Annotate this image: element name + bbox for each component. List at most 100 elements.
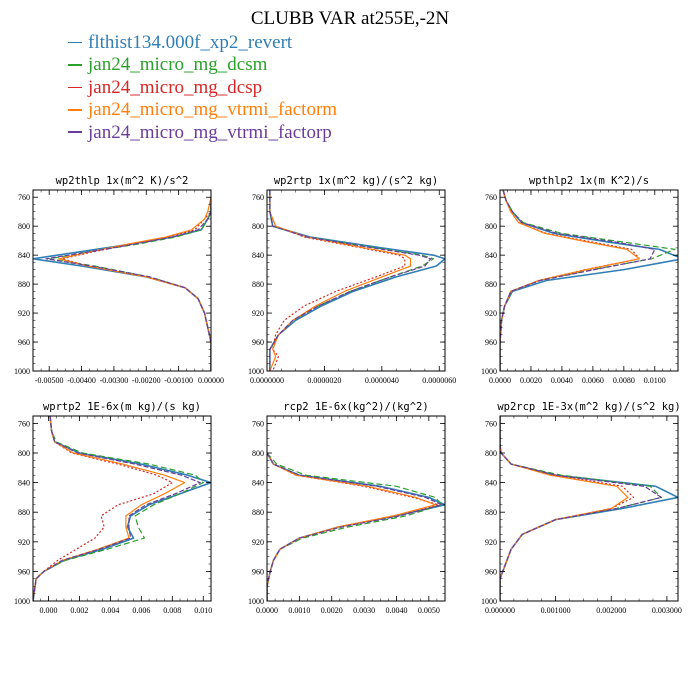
series-line bbox=[269, 190, 435, 371]
series-line bbox=[500, 190, 676, 371]
y-tick-label: 920 bbox=[485, 538, 497, 547]
x-tick-label: 0.001000 bbox=[541, 606, 571, 615]
legend-label: jan24_micro_mg_vtrmi_factorm bbox=[88, 99, 338, 121]
x-tick-label: 0.0000060 bbox=[422, 376, 456, 385]
y-tick-label: 1000 bbox=[14, 597, 30, 606]
x-tick-label: 0.0000 bbox=[256, 606, 278, 615]
plot-frame bbox=[32, 415, 212, 602]
y-tick-label: 880 bbox=[252, 508, 264, 517]
x-tick-label: 0.0050 bbox=[418, 606, 440, 615]
series-line bbox=[500, 190, 656, 371]
y-tick-label: 960 bbox=[18, 567, 30, 576]
y-tick-label: 960 bbox=[485, 567, 497, 576]
series-line bbox=[267, 452, 445, 601]
x-tick-label: 0.010 bbox=[194, 606, 212, 615]
y-tick-label: 880 bbox=[18, 508, 30, 517]
x-tick-label: 0.002 bbox=[70, 606, 88, 615]
y-tick-label: 840 bbox=[485, 479, 497, 488]
subplot-title: wprtp2 1E-6x(m kg)/(s kg) bbox=[43, 401, 201, 413]
series-line bbox=[45, 197, 211, 371]
x-tick-label: 0.000 bbox=[39, 606, 57, 615]
y-tick-label: 840 bbox=[252, 479, 264, 488]
series-line bbox=[267, 452, 443, 601]
series-line bbox=[500, 416, 662, 601]
legend-entry: jan24_micro_mg_dcsm bbox=[68, 54, 337, 76]
y-tick-label: 760 bbox=[485, 419, 497, 428]
x-tick-label: 0.0020 bbox=[520, 376, 542, 385]
x-tick-label: 0.0000000 bbox=[250, 376, 284, 385]
series-line bbox=[269, 190, 432, 371]
y-tick-label: 840 bbox=[252, 251, 264, 260]
series-line bbox=[500, 416, 635, 601]
plot-frame bbox=[32, 189, 212, 372]
series-line bbox=[500, 190, 678, 371]
x-tick-label: 0.0060 bbox=[582, 376, 604, 385]
subplot: rcp2 1E-6x(kg^2)/(kg^2) 760 800 840 880 920 96… bbox=[248, 401, 446, 615]
series-line bbox=[33, 416, 186, 601]
plot-frame bbox=[499, 189, 679, 372]
x-tick-label: 0.00000 bbox=[198, 376, 224, 385]
legend-swatch bbox=[68, 64, 82, 66]
series-line bbox=[58, 197, 211, 371]
subplot-title: wpthlp2 1x(m K^2)/s bbox=[529, 175, 649, 187]
y-tick-label: 840 bbox=[485, 251, 497, 260]
y-tick-label: 960 bbox=[252, 567, 264, 576]
y-tick-label: 920 bbox=[252, 309, 264, 318]
x-tick-label: -0.00500 bbox=[35, 376, 64, 385]
y-tick-label: 960 bbox=[18, 338, 30, 347]
y-tick-label: 960 bbox=[485, 338, 497, 347]
x-tick-label: 0.0080 bbox=[613, 376, 635, 385]
x-tick-label: 0.0040 bbox=[385, 606, 407, 615]
series-group bbox=[33, 416, 211, 601]
x-tick-label: -0.00100 bbox=[164, 376, 193, 385]
y-tick-label: 800 bbox=[485, 449, 497, 458]
y-tick-label: 800 bbox=[485, 222, 497, 231]
x-tick-label: -0.00400 bbox=[67, 376, 96, 385]
x-tick-label: 0.0010 bbox=[288, 606, 310, 615]
y-tick-label: 880 bbox=[485, 280, 497, 289]
x-tick-label: 0.004 bbox=[101, 606, 119, 615]
subplot: wprtp2 1E-6x(m kg)/(s kg) 760 800 840 880 920… bbox=[14, 401, 212, 615]
y-tick-label: 880 bbox=[252, 280, 264, 289]
y-tick-label: 760 bbox=[252, 419, 264, 428]
subplot: wp2rcp 1E-3x(m^2 kg)/(s^2 kg)760 800 840 88… bbox=[481, 401, 682, 615]
series-group bbox=[33, 197, 211, 371]
x-tick-label: 0.0030 bbox=[353, 606, 375, 615]
y-tick-label: 800 bbox=[18, 222, 30, 231]
series-line bbox=[500, 416, 629, 601]
x-tick-label: -0.00200 bbox=[132, 376, 161, 385]
legend-label: jan24_micro_mg_vtrmi_factorp bbox=[88, 121, 332, 143]
series-line bbox=[61, 197, 211, 371]
y-tick-label: 920 bbox=[485, 309, 497, 318]
y-tick-label: 920 bbox=[252, 538, 264, 547]
series-group bbox=[269, 190, 445, 371]
y-tick-label: 760 bbox=[485, 193, 497, 202]
series-group bbox=[267, 452, 445, 601]
x-tick-label: 0.003000 bbox=[652, 606, 682, 615]
legend-swatch bbox=[68, 86, 82, 89]
y-tick-label: 760 bbox=[18, 193, 30, 202]
legend-entry: flthist134.000f_xp2_revert bbox=[68, 32, 337, 54]
y-tick-label: 800 bbox=[18, 449, 30, 458]
subplot-title: rcp2 1E-6x(kg^2)/(kg^2) bbox=[283, 401, 428, 413]
legend-entry: jan24_micro_mg_vtrmi_factorm bbox=[68, 99, 337, 121]
subplot: wpthlp2 1x(m K^2)/s 760 800 840 880 920 960 100… bbox=[481, 175, 679, 385]
series-line bbox=[500, 190, 640, 371]
figure-title: CLUBB VAR at255E,-2N bbox=[250, 8, 450, 29]
legend-label: jan24_micro_mg_dcsp bbox=[88, 76, 263, 98]
x-tick-label: 0.0020 bbox=[321, 606, 343, 615]
y-tick-label: 1000 bbox=[14, 367, 30, 376]
series-line bbox=[500, 416, 662, 601]
y-tick-label: 800 bbox=[252, 222, 264, 231]
y-tick-label: 1000 bbox=[481, 367, 497, 376]
subplot-title: wp2thlp 1x(m^2 K)/s^2 bbox=[56, 175, 189, 187]
series-line bbox=[267, 452, 440, 601]
series-line bbox=[33, 416, 204, 601]
x-tick-label: 0.0100 bbox=[644, 376, 666, 385]
series-line bbox=[269, 190, 412, 371]
series-line bbox=[33, 416, 201, 601]
series-line bbox=[500, 190, 640, 371]
legend-swatch bbox=[68, 131, 82, 134]
subplot: wp2rtp 1x(m^2 kg)/(s^2 kg) 760 800 840 880 92… bbox=[248, 175, 456, 385]
